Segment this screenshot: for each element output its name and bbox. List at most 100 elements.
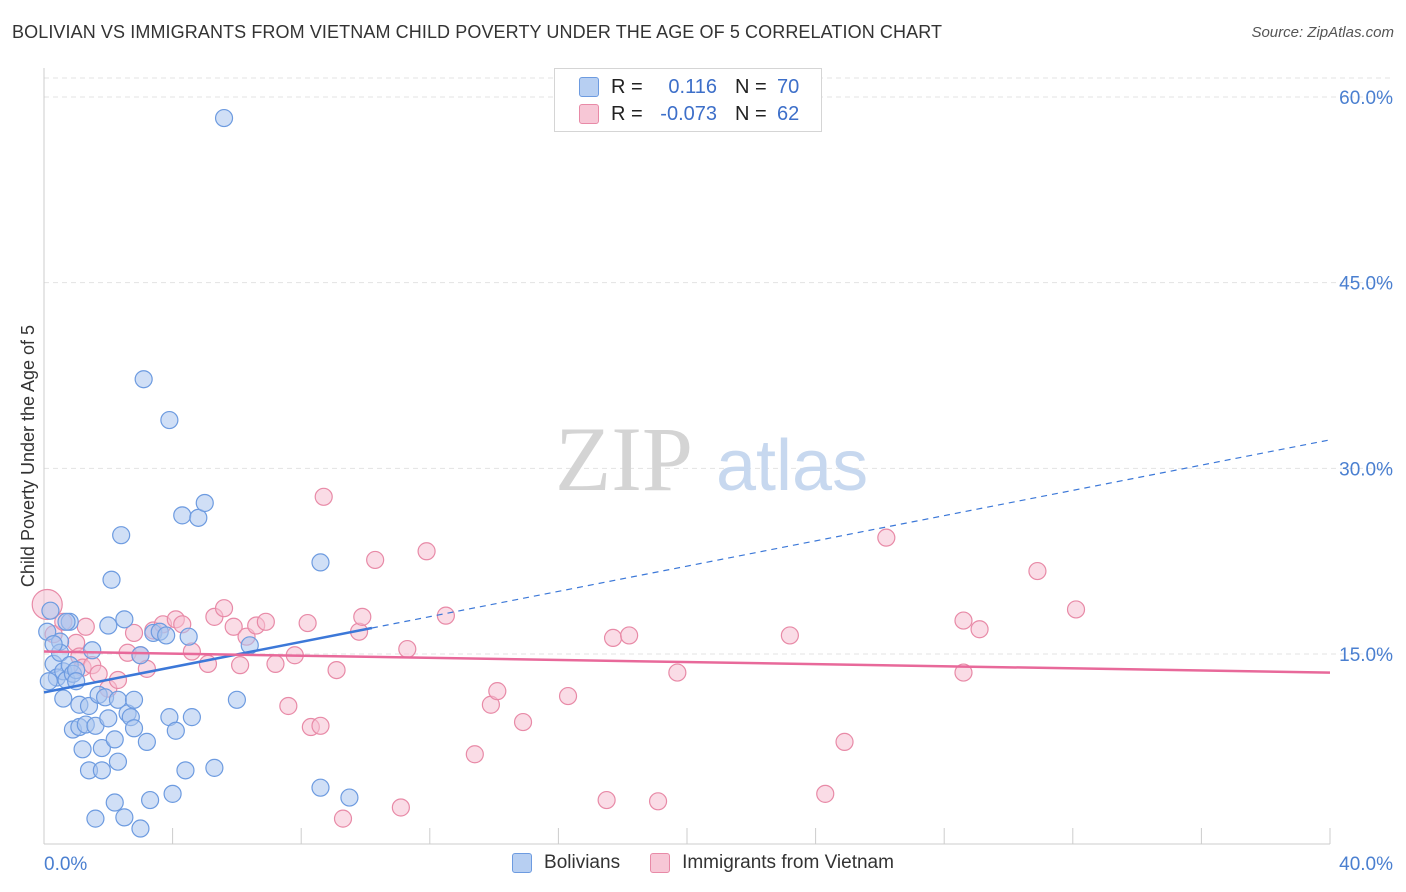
vietnam-point (436, 606, 455, 625)
bottom-legend-vietnam: Immigrants from Vietnam (650, 852, 894, 874)
bottom-legend-swatch-bolivians (512, 853, 533, 873)
trend-lines (43, 439, 1331, 694)
bolivian-point (205, 758, 224, 777)
vietnam-point (353, 607, 372, 626)
vietnam-point (1066, 600, 1086, 619)
vietnam-point (970, 620, 989, 639)
vietnam-point (620, 626, 639, 645)
bottom-legend: Bolivians Immigrants from Vietnam (0, 852, 1406, 874)
bolivian-point (86, 809, 105, 828)
bolivian-point (195, 493, 214, 513)
vietnam-point (398, 639, 417, 659)
bolivian-point (182, 708, 201, 727)
vietnam-point (417, 542, 436, 561)
axes (43, 68, 1330, 845)
vietnam-point (311, 716, 330, 735)
vietnam-point (279, 696, 298, 716)
legend-swatch-vietnam (579, 104, 599, 124)
chart-source: Source: ZipAtlas.com (1251, 24, 1394, 41)
vietnam-trend-line (43, 650, 1331, 674)
bolivian-point (140, 790, 160, 810)
vietnam-point (391, 798, 410, 817)
bolivian-point (92, 761, 111, 780)
vietnam-point (603, 628, 623, 648)
bolivian-point (124, 719, 144, 738)
vietnam-point (816, 784, 835, 803)
vietnam-point (1028, 561, 1047, 581)
legend-r-value: -0.073 (660, 102, 717, 125)
vietnam-point (558, 686, 578, 706)
legend-r-value: 0.116 (668, 75, 717, 98)
legend-n-label: N = (735, 75, 767, 98)
legend-n-value: 70 (777, 75, 800, 98)
bolivian-point (227, 690, 246, 709)
bolivian-point (57, 612, 76, 631)
vietnam-point (835, 732, 854, 751)
vietnam-point (597, 790, 616, 810)
bolivian-point (105, 793, 124, 812)
bolivian-point (112, 526, 131, 545)
bolivian-point (311, 778, 330, 797)
bolivians-trend-line (43, 626, 373, 694)
bolivian-point (214, 108, 234, 128)
vietnam-point (366, 550, 385, 570)
x-tick-label: 40.0% (1339, 854, 1393, 875)
watermark-atlas: atlas (716, 426, 868, 506)
bolivian-point (108, 752, 128, 771)
y-tick-label: 45.0% (1339, 274, 1393, 295)
bolivian-point (99, 709, 118, 728)
vietnam-point (256, 612, 275, 631)
legend-row-vietnam: R = -0.073 N = 62 (579, 102, 799, 126)
vietnam-point (182, 642, 201, 661)
bolivian-point (41, 601, 60, 620)
legend-swatch-bolivians (579, 77, 599, 97)
legend-r-label: R = (611, 102, 643, 125)
bolivian-point (54, 689, 73, 708)
bolivian-point (166, 721, 185, 740)
bolivian-point (73, 740, 92, 759)
tick-labels: 15.0% 30.0% 45.0% 60.0% 0.0% 40.0% (44, 88, 1393, 875)
bolivian-point (179, 627, 198, 646)
bolivian-point (176, 761, 195, 780)
vietnam-point (954, 663, 973, 682)
vietnam-point (214, 599, 234, 618)
bottom-legend-swatch-vietnam (650, 853, 671, 873)
vietnam-point (76, 617, 95, 636)
bolivian-point (115, 610, 134, 629)
legend-n-label: N = (735, 102, 767, 125)
chart-title: BOLIVIAN VS IMMIGRANTS FROM VIETNAM CHIL… (12, 22, 943, 42)
bolivian-point (163, 784, 182, 803)
vietnam-point (780, 626, 799, 645)
vietnam-point (877, 528, 896, 547)
vietnam-point (465, 745, 484, 764)
bolivian-point (39, 672, 58, 691)
bottom-legend-bolivians: Bolivians (512, 852, 620, 874)
legend-row-bolivians: R = 0.116 N = 70 (579, 75, 799, 99)
vietnam-point (668, 663, 687, 682)
vietnam-point (314, 487, 333, 506)
bolivian-point (105, 730, 124, 749)
watermark-zip: ZIP (555, 408, 693, 510)
y-tick-label: 30.0% (1339, 459, 1393, 480)
vietnam-point (513, 712, 533, 732)
bolivian-point (134, 370, 153, 389)
y-tick-label: 15.0% (1339, 645, 1393, 666)
gridlines (43, 77, 1392, 844)
legend-box: R = 0.116 N = 70 R = -0.073 N = 62 (554, 68, 822, 132)
bolivian-point (92, 738, 111, 758)
legend-r-label: R = (611, 75, 643, 98)
bolivian-point (131, 646, 150, 665)
bolivian-point (137, 732, 156, 751)
bolivian-point (311, 553, 330, 572)
y-tick-label: 60.0% (1339, 88, 1393, 109)
bolivian-point (160, 410, 179, 430)
bottom-legend-label-vietnam: Immigrants from Vietnam (682, 852, 894, 873)
bolivian-point (124, 690, 144, 709)
vietnam-point (333, 809, 353, 828)
bolivian-point (340, 788, 359, 807)
vietnam-point (298, 613, 317, 633)
bolivian-point (115, 808, 134, 827)
vietnam-point (224, 617, 243, 636)
vietnam-point (954, 611, 973, 630)
